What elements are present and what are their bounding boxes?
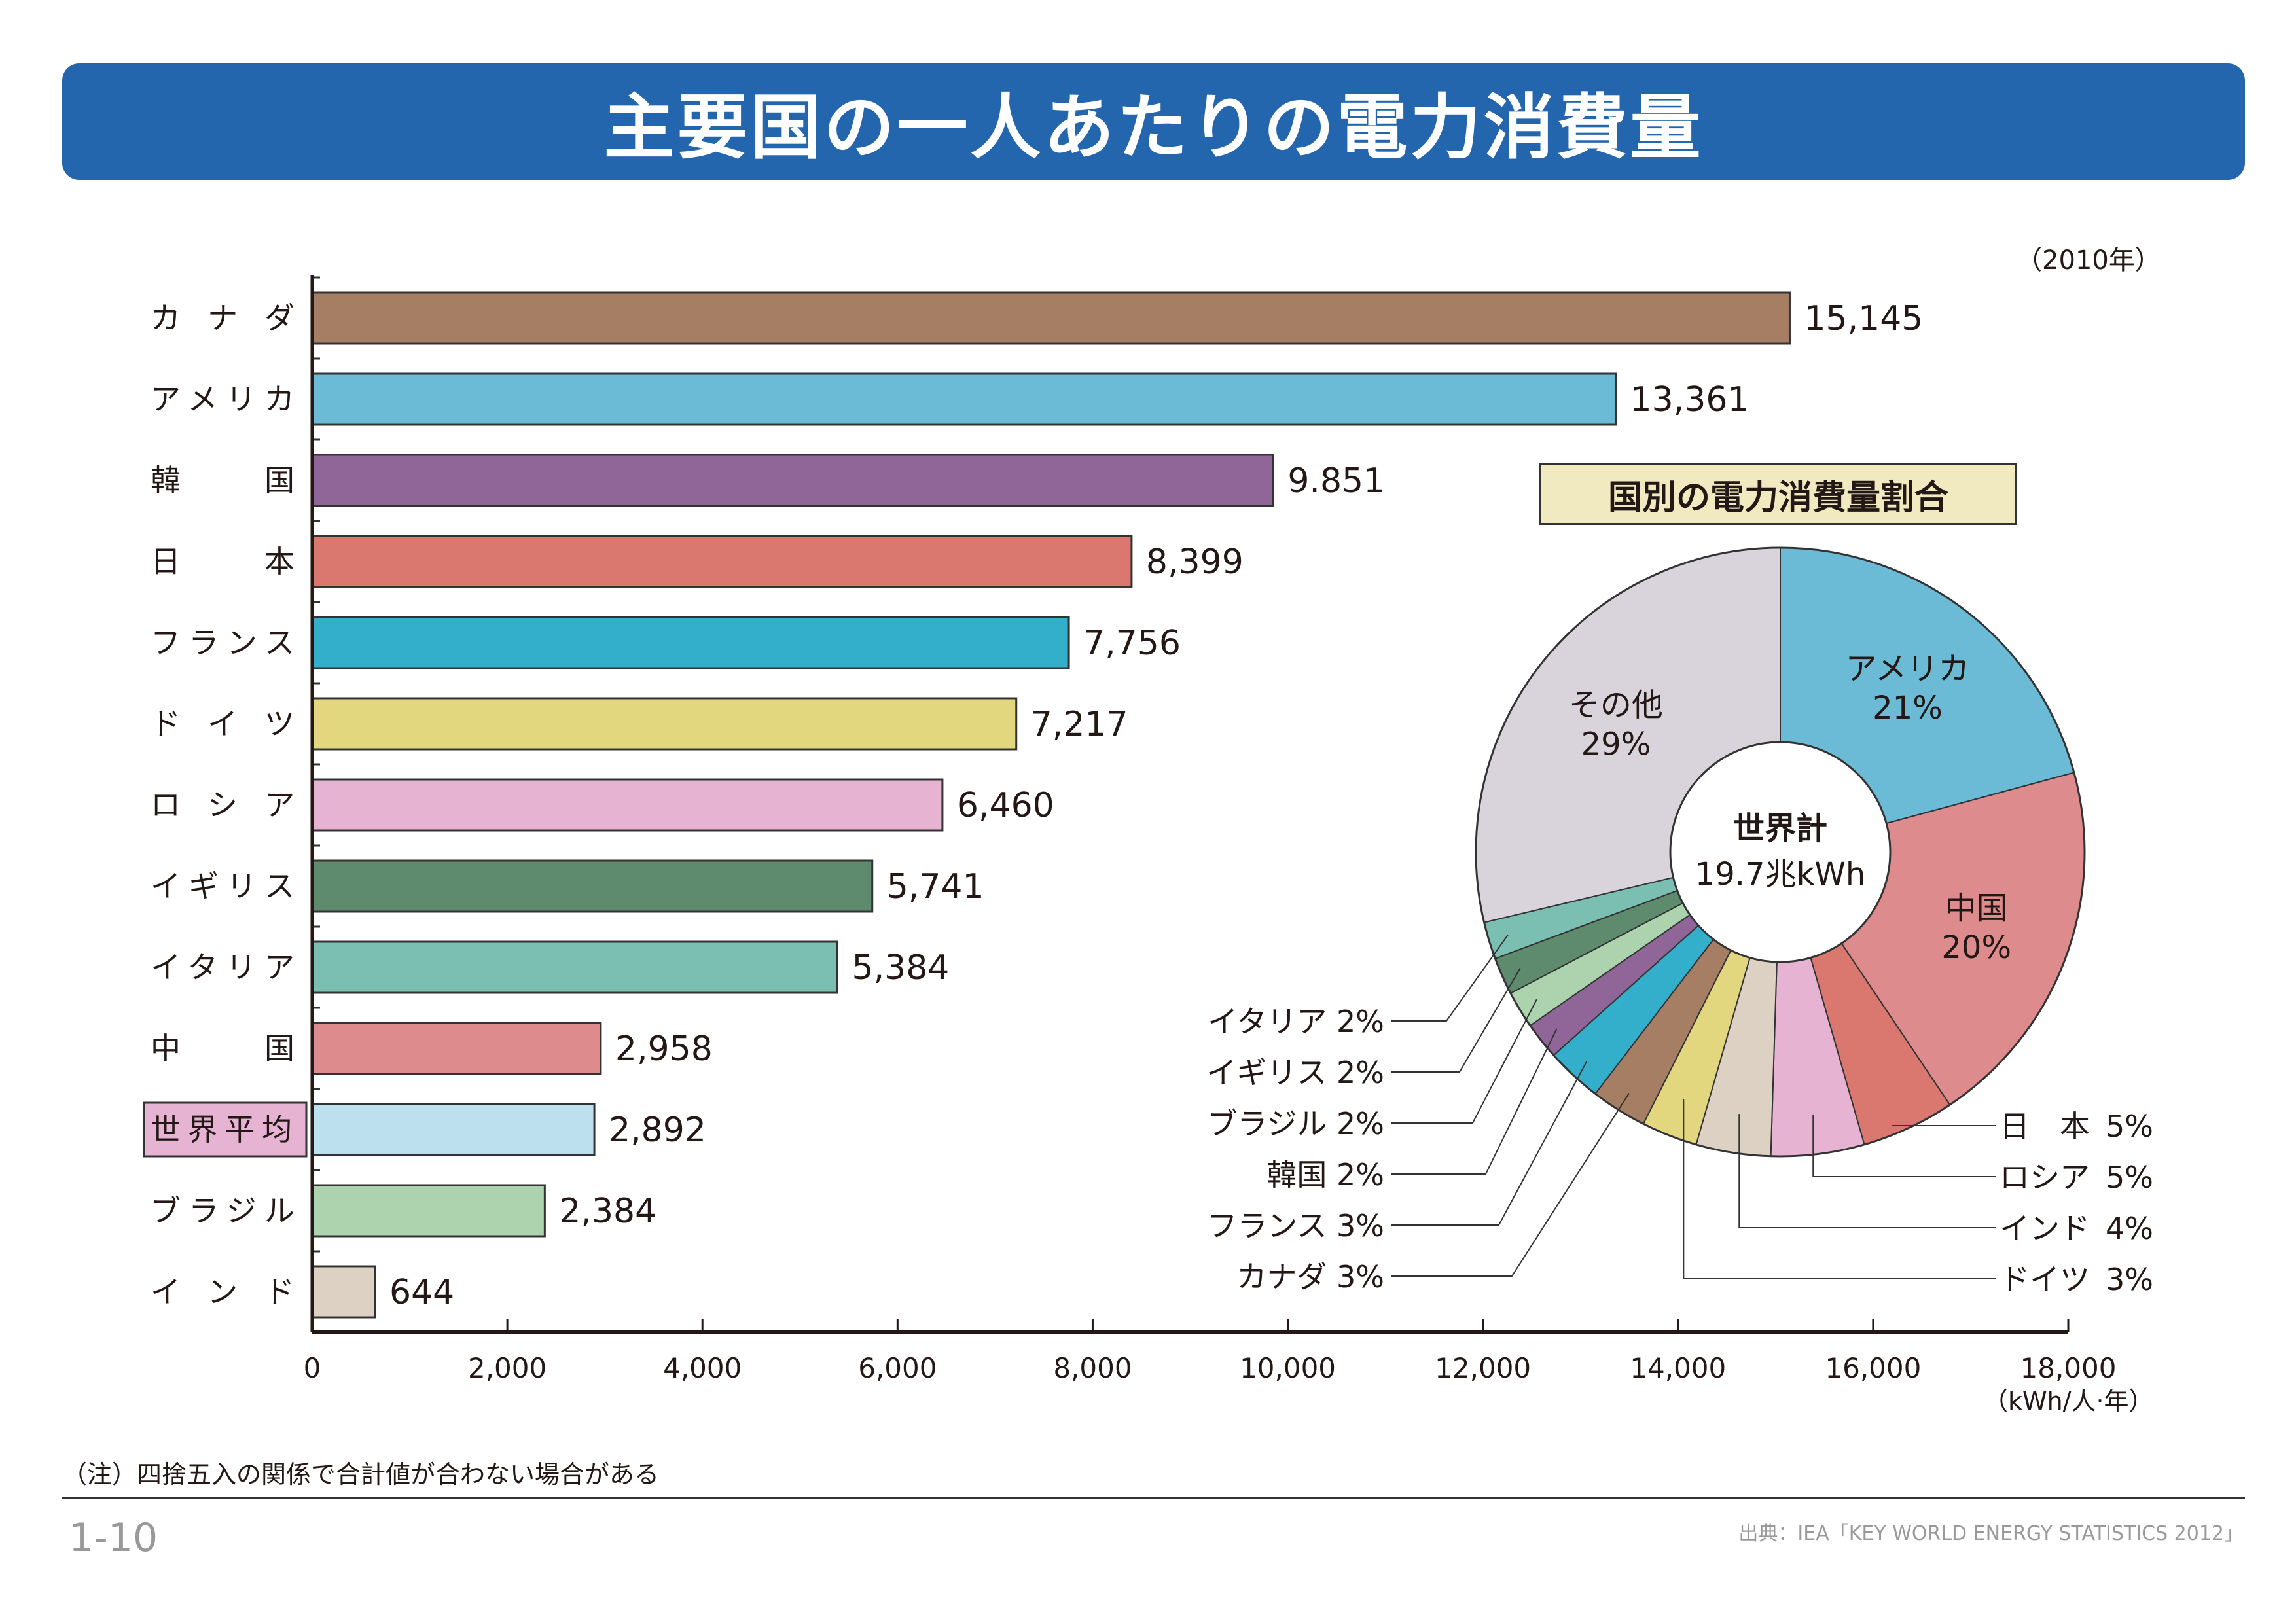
pie-outside-label: イギリス 2%	[1206, 1055, 1384, 1090]
value-label: 2,384	[559, 1192, 656, 1231]
pie-outside-label: カナダ 3%	[1236, 1259, 1384, 1294]
pie-label: その他	[1569, 687, 1663, 724]
value-label: 7,756	[1083, 624, 1181, 663]
bar-ブラジル	[311, 1184, 546, 1238]
value-label: 8,399	[1146, 543, 1244, 582]
value-label: 6,460	[957, 786, 1054, 825]
bar-中国	[311, 1022, 602, 1075]
leader-line	[1391, 999, 1537, 1124]
value-label: 2,892	[609, 1111, 706, 1150]
x-tick-label: 12,000	[1435, 1352, 1531, 1384]
bar-イタリア	[311, 940, 839, 994]
pie-outside-pct: 5%	[2106, 1160, 2153, 1195]
pie-outside-label: イタリア 2%	[1208, 1004, 1384, 1039]
value-label: 9.851	[1287, 461, 1385, 501]
pie-title: 国別の電力消費量割合	[1539, 463, 2017, 525]
value-label: 5,384	[852, 948, 950, 988]
year-note: （2010年）	[2016, 245, 2161, 276]
pie-outside-label: インド	[2000, 1211, 2090, 1246]
bar-カナダ	[311, 291, 1791, 345]
footnote: （注）四捨五入の関係で合計値が合わない場合がある	[62, 1460, 660, 1489]
pie-outside-label: ドイツ	[2000, 1262, 2090, 1297]
value-label: 2,958	[615, 1029, 713, 1069]
pie-pct: 21%	[1873, 690, 1943, 726]
category-label: 中 国	[151, 1031, 295, 1066]
pie-outside-label: フランス 3%	[1207, 1208, 1384, 1243]
highlight-box	[143, 1101, 308, 1158]
x-tick-label: 16,000	[1825, 1352, 1921, 1384]
x-tick-label: 0	[304, 1352, 321, 1384]
category-label: イ ン ド	[151, 1274, 295, 1310]
pie-hole	[1669, 741, 1892, 963]
category-label: フランス	[151, 625, 295, 660]
source-citation: 出典：IEA「KEY WORLD ENERGY STATISTICS 2012」	[1738, 1522, 2244, 1545]
page-number: 1-10	[69, 1515, 158, 1561]
bar-インド	[311, 1265, 376, 1319]
value-label: 15,145	[1804, 299, 1923, 338]
pie-outside-label: 日 本	[2000, 1109, 2090, 1144]
leader-line	[1812, 1115, 1996, 1177]
value-label: 13,361	[1630, 380, 1749, 419]
x-tick-label: 8,000	[1053, 1352, 1132, 1384]
page-title: 主要国の一人あたりの電力消費量	[603, 87, 1704, 169]
category-label: イギリス	[151, 868, 295, 904]
x-tick-label: 6,000	[858, 1352, 937, 1384]
pie-label: アメリカ	[1846, 651, 1970, 687]
x-tick-label: 18,000	[2020, 1352, 2117, 1384]
pie-outside-label: ロシア	[2000, 1160, 2090, 1195]
category-label: アメリカ	[151, 382, 295, 417]
category-label: ド イ ツ	[151, 706, 295, 741]
pie-outline	[1475, 546, 2086, 1158]
title-banner: 主要国の一人あたりの電力消費量	[62, 63, 2245, 180]
category-label: 韓 国	[151, 463, 295, 498]
bar-世界平均	[311, 1103, 596, 1156]
leader-line	[1391, 1028, 1558, 1175]
x-tick-label: 10,000	[1240, 1352, 1336, 1384]
bar-ドイツ	[311, 697, 1018, 751]
leader-line	[1683, 1099, 1996, 1279]
leader-line	[1738, 1114, 1996, 1228]
category-label: ロ シ ア	[151, 787, 295, 823]
pie-outside-label: 韓国 2%	[1266, 1157, 1384, 1192]
bar-アメリカ	[311, 372, 1617, 426]
pie-outside-pct: 5%	[2106, 1109, 2153, 1144]
leader-line	[1391, 1093, 1630, 1277]
category-label: ブラジル	[151, 1193, 295, 1228]
footer-divider	[62, 1497, 2245, 1499]
x-tick-label: 2,000	[468, 1352, 547, 1384]
value-label: 7,217	[1031, 705, 1128, 744]
value-label: 644	[389, 1273, 454, 1312]
x-tick-label: 4,000	[663, 1352, 742, 1384]
leader-line	[1391, 935, 1509, 1022]
bar-ロシア	[311, 778, 944, 832]
pie-pct: 20%	[1941, 929, 2011, 966]
x-tick-label: 14,000	[1630, 1352, 1726, 1384]
bar-日本	[311, 535, 1133, 588]
category-label: 日 本	[151, 544, 295, 579]
pie-outside-pct: 3%	[2106, 1262, 2153, 1297]
pie-outside-pct: 4%	[2106, 1211, 2153, 1246]
category-label: カ ナ ダ	[151, 300, 295, 336]
x-axis-unit: （kWh/人·年）	[1983, 1387, 2154, 1416]
pie-pct: 29%	[1581, 726, 1651, 763]
bar-フランス	[311, 616, 1070, 669]
leader-line	[1391, 967, 1521, 1073]
leader-line	[1391, 1060, 1588, 1226]
bar-韓国	[311, 454, 1274, 507]
value-label: 5,741	[887, 867, 984, 906]
pie-outside-label: ブラジル 2%	[1207, 1106, 1384, 1141]
pie-center-label: 世界計	[1733, 810, 1827, 847]
category-label: イタリア	[151, 950, 295, 985]
bar-イギリス	[311, 859, 874, 913]
pie-center-value: 19.7兆kWh	[1695, 856, 1866, 893]
pie-label: 中国	[1945, 890, 2008, 927]
